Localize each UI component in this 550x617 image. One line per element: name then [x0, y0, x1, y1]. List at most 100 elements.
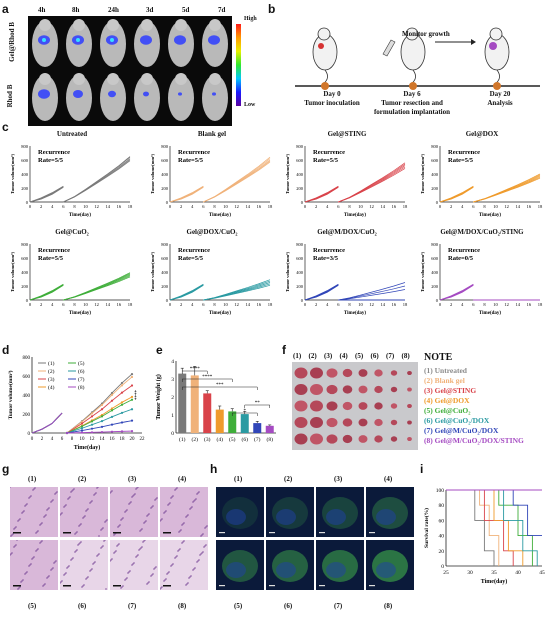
panel-label-d: d	[2, 343, 10, 357]
data-point	[130, 419, 134, 422]
nucleus-dot	[23, 510, 25, 512]
x-tick-label: 22	[140, 437, 146, 442]
mouse-head-icon	[317, 27, 331, 41]
excised-tumor	[326, 417, 338, 428]
recurrence-curve	[63, 276, 131, 301]
x-axis-label: Time(day)	[344, 213, 366, 218]
excised-tumor	[407, 403, 412, 409]
arrow-head-icon	[471, 39, 476, 45]
x-tick-label: 6	[337, 302, 340, 307]
nucleus-dot	[111, 558, 113, 560]
recurrence-curve	[338, 162, 406, 203]
nucleus-dot	[44, 583, 46, 585]
histology-image	[110, 487, 158, 537]
y-tick-label: 4	[171, 359, 174, 365]
legend-label: (8)	[78, 384, 85, 391]
significance-mark: ****	[202, 375, 213, 380]
day6-subtitle-1: Tumor resection and	[381, 99, 443, 107]
y-tick-label: 0	[166, 200, 169, 205]
excised-tumor	[374, 418, 383, 427]
mean-growth-curve	[31, 412, 63, 434]
x-tick-label: 6	[472, 204, 475, 209]
category-label: (4)	[217, 436, 224, 443]
category-label: (6)	[242, 436, 249, 443]
excised-tumor	[342, 368, 353, 378]
nucleus-dot	[37, 548, 39, 550]
y-tick-label: 600	[21, 158, 29, 163]
histology-label: (1)	[28, 475, 37, 483]
weight-bar	[265, 425, 274, 433]
x-tick-label: 14	[381, 302, 386, 307]
scale-bar	[63, 532, 71, 534]
blue-signal	[376, 562, 396, 578]
x-tick-label: 6	[472, 302, 475, 307]
nucleus-dot	[165, 578, 167, 580]
day20-title: Day 20	[489, 90, 511, 98]
tissue-background	[60, 487, 108, 537]
nucleus-dot	[152, 505, 154, 507]
colorbar-high-label: High	[244, 16, 257, 22]
day6-title: Day 6	[403, 90, 421, 98]
nucleus-dot	[80, 523, 82, 525]
significance-mark: **	[255, 401, 261, 406]
nucleus-dot	[106, 519, 108, 521]
subplot-title: Gel@M/DOX/CuO₂/STING	[440, 228, 524, 236]
x-tick-label: 8	[483, 204, 486, 209]
recurrence-rate: Rate=5/5	[38, 255, 64, 262]
recurrence-rate: Rate=5/5	[38, 157, 64, 164]
histology-label: (7)	[128, 602, 137, 610]
subplot-title: Gel@STING	[327, 130, 367, 138]
histology-label: (2)	[78, 475, 87, 483]
nucleus-dot	[19, 586, 21, 588]
excised-tumor	[374, 402, 383, 410]
category-label: (2)	[192, 436, 199, 443]
x-tick-label: 4	[51, 204, 54, 209]
recurrence-subplot: Blank gel 800 600 400 200 0 0 2 4 6 8 10 12 14 16 18 Tim…	[148, 130, 276, 226]
fluorescence-label: (7)	[334, 602, 343, 610]
y-axis-label: Tumor volume(mm³)	[10, 252, 15, 292]
timeline-marker	[321, 82, 329, 90]
legend-label: (4)	[48, 384, 55, 391]
y-tick-label: 2	[171, 395, 174, 401]
category-label: (3)	[204, 436, 211, 443]
nucleus-dot	[180, 529, 182, 531]
fluorescence-signal	[38, 89, 50, 99]
y-tick-label: 800	[431, 242, 439, 247]
x-tick-label: 10	[80, 437, 86, 442]
significance-bracket	[182, 370, 208, 374]
x-tick-label: 14	[106, 302, 111, 307]
panel-label-c: c	[2, 120, 9, 134]
nucleus-dot	[168, 571, 170, 573]
y-tick-label: 0	[436, 298, 439, 303]
x-tick-label: 2	[40, 204, 42, 209]
recurrence-subplot: Gel@DOX/CuO₂ 800 600 400 200 0 0 2 4 6 8 10 12 14 16 18…	[148, 228, 276, 324]
tissue-background	[160, 540, 208, 590]
mean-growth-curve	[31, 412, 63, 434]
nucleus-dot	[94, 561, 96, 563]
x-tick-label: 10	[223, 302, 228, 307]
nucleus-dot	[37, 530, 39, 532]
note-item: (5) Gel@CuO₂	[424, 406, 471, 415]
x-tick-label: 2	[41, 437, 44, 442]
y-tick-label: 0	[26, 298, 29, 303]
excised-tumor	[374, 369, 383, 377]
x-axis-label: Time(day)	[74, 444, 101, 451]
growth-curve	[304, 283, 339, 301]
y-tick-label: 800	[296, 144, 304, 149]
row-label-rhodb: Rhod B	[6, 84, 14, 108]
y-axis-label: Tumor volume(mm³)	[10, 154, 15, 194]
excised-tumor	[407, 370, 412, 376]
legend-label: (2)	[48, 368, 55, 375]
x-tick-label: 12	[94, 204, 99, 209]
recurrence-curve	[338, 282, 406, 301]
significance-bracket	[182, 378, 233, 382]
x-tick-label: 14	[516, 302, 521, 307]
excised-tumor	[310, 433, 323, 445]
weight-bar	[190, 375, 199, 433]
subplot-canvas: 800 600 400 200 00 2 4 6 8 10 12 14 16 18 Time(day) Tum…	[420, 144, 543, 218]
scale-bar	[13, 585, 21, 587]
excised-tumor	[294, 367, 308, 379]
histology-image	[160, 487, 208, 537]
nucleus-dot	[65, 504, 67, 506]
x-tick-label: 10	[493, 204, 498, 209]
